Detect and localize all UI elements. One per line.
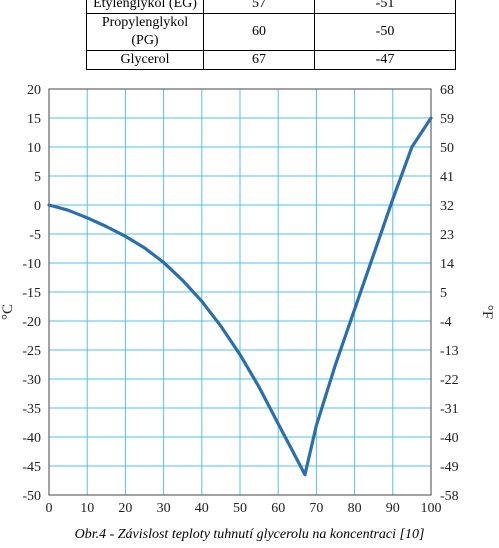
y-left-tick-label: 20 [27,83,41,98]
y-right-tick-label: -4 [440,315,452,330]
right-axis-ticks: 68 59 50 41 32 23 14 5 -4 -13 -22 -31 -40 -49 -58 [440,83,459,504]
table-cell-temperature: -51 [314,0,456,14]
bottom-axis-ticks: 0 10 20 30 40 50 60 70 80 90 100 [46,501,442,516]
y-right-tick-label: -31 [440,402,459,417]
y-left-tick-label: -15 [22,286,41,301]
y-right-tick-label: -40 [440,431,459,446]
y-axis-label-right: °F [479,305,495,319]
y-right-tick-label: 14 [440,257,454,272]
x-tick-label: 100 [421,501,442,516]
y-right-tick-label: 59 [440,112,454,127]
table-cell-substance: Propylenglykol (PG) [86,13,204,51]
y-left-tick-label: -40 [22,431,41,446]
y-right-tick-label: 68 [440,83,454,98]
y-left-tick-label: -20 [22,315,41,330]
y-left-tick-label: -50 [22,489,41,504]
y-left-tick-label: 10 [27,141,41,156]
x-tick-label: 50 [233,501,247,516]
freezing-point-table: Etylenglykol (EG) 57 -51 Propylenglykol … [86,0,456,70]
y-right-tick-label: 41 [440,170,454,185]
table-row: Propylenglykol (PG) 60 -50 [86,13,456,51]
table-cell-concentration: 67 [203,50,315,70]
y-right-tick-label: -22 [440,373,459,388]
y-right-tick-label: -49 [440,460,459,475]
y-right-tick-label: 50 [440,141,454,156]
table-cell-temperature: -50 [314,13,456,51]
table-cell-substance: Glycerol [86,50,204,70]
table-cell-temperature: -47 [314,50,456,70]
y-right-tick-label: -13 [440,344,459,359]
left-axis-ticks: 20 15 10 5 0 -5 -10 -15 -20 -25 -30 -35 -40 -45 -50 [22,83,41,504]
x-tick-label: 90 [386,501,400,516]
x-tick-label: 70 [309,501,323,516]
table-cell-concentration: 57 [203,0,315,14]
y-left-tick-label: -10 [22,257,41,272]
x-tick-label: 0 [46,501,53,516]
table-row: Etylenglykol (EG) 57 -51 [86,0,456,14]
figure-caption: Obr.4 - Závislost teploty tuhnutí glycer… [74,527,425,542]
y-right-tick-label: -58 [440,489,459,504]
y-left-tick-label: -45 [22,460,41,475]
y-left-tick-label: -25 [22,344,41,359]
y-left-tick-label: -35 [22,402,41,417]
table-cell-concentration: 60 [203,13,315,51]
x-tick-label: 80 [348,501,362,516]
y-left-tick-label: -30 [22,373,41,388]
x-tick-label: 60 [271,501,285,516]
chart-grid [48,88,432,496]
x-tick-label: 10 [80,501,94,516]
y-left-tick-label: 15 [27,112,41,127]
x-tick-label: 40 [195,501,209,516]
y-right-tick-label: 23 [440,228,454,243]
y-right-tick-label: 32 [440,199,454,214]
table-cell-substance: Etylenglykol (EG) [86,0,204,14]
x-tick-label: 20 [118,501,132,516]
y-right-tick-label: 5 [440,286,447,301]
table-row: Glycerol 67 -47 [86,50,456,70]
y-axis-label-left: °C [0,304,16,320]
y-left-tick-label: 5 [34,170,41,185]
x-tick-label: 30 [157,501,171,516]
freezing-point-line [47,116,433,477]
y-left-tick-label: -5 [29,228,41,243]
plot-frame [48,88,432,496]
y-left-tick-label: 0 [34,199,41,214]
